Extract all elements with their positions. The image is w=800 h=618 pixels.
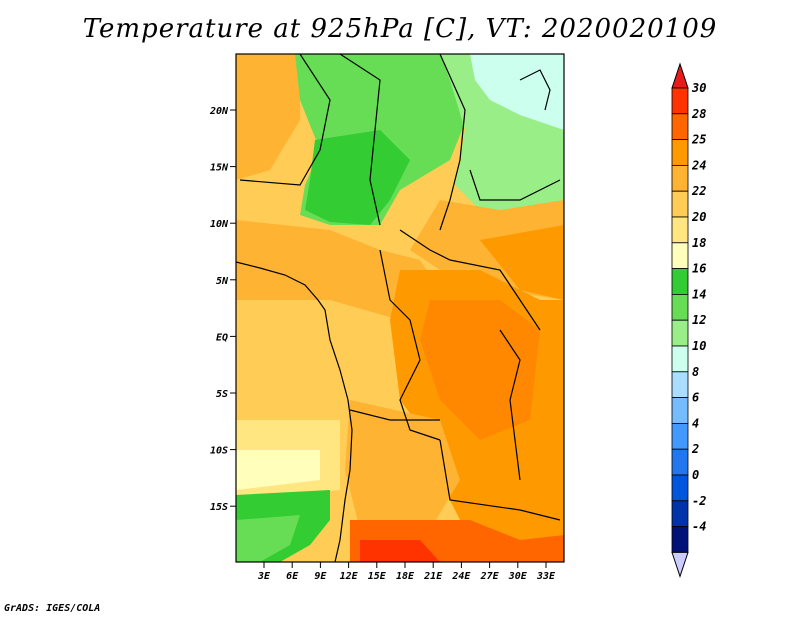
colorbar-label: 24	[691, 158, 706, 172]
colorbar-label: 18	[692, 236, 706, 250]
map-frame	[235, 53, 565, 563]
lon-tick-label: 33E	[536, 571, 556, 582]
lat-tick-label: 20N	[209, 106, 229, 117]
colorbar-segment	[671, 87, 689, 115]
lat-tick-label: 10N	[210, 219, 229, 230]
colorbar-label: 2	[691, 442, 699, 456]
colorbar-label: 12	[692, 313, 706, 327]
latitude-axis: 20N 15N 10N 5N EQ 5S 10S 15S	[209, 106, 236, 513]
colorbar-label: 28	[691, 107, 706, 121]
colorbar-segment	[671, 319, 689, 347]
colorbar-label: 14	[692, 287, 706, 301]
colorbar-segment	[671, 371, 689, 398]
colorbar-segment	[671, 293, 689, 321]
colorbar-segment	[671, 242, 689, 270]
colorbar-label: 6	[692, 391, 699, 405]
lat-tick-label: 5S	[216, 389, 228, 400]
lat-tick-label: 5N	[216, 276, 229, 287]
map-title: Temperature at 925hPa [C], VT: 202002010…	[82, 14, 718, 44]
temperature-field	[236, 54, 564, 562]
lat-tick-label: EQ	[216, 332, 228, 343]
colorbar-top-arrow	[671, 62, 689, 89]
colorbar-segment	[671, 397, 689, 424]
colorbar-label: 10	[692, 339, 706, 353]
lon-tick-label: 18E	[396, 571, 415, 582]
lat-tick-label: 10S	[210, 446, 228, 457]
lon-tick-label: 21E	[423, 571, 443, 582]
colorbar-label: 16	[692, 262, 706, 276]
colorbar-bottom-arrow	[671, 551, 689, 578]
colorbar-label: -2	[692, 494, 706, 508]
lon-tick-label: 15E	[368, 571, 387, 582]
colorbar-label: 30	[691, 81, 706, 95]
colorbar-segment	[671, 422, 689, 450]
colorbar-label: 0	[692, 468, 699, 482]
lon-tick-label: 27E	[480, 571, 500, 582]
colorbar-segment	[671, 474, 689, 502]
colorbar-segment	[671, 164, 689, 192]
colorbar-segment	[671, 500, 689, 527]
colorbar-segment	[671, 268, 689, 295]
colorbar-label: 8	[692, 365, 699, 379]
colorbar-segment	[671, 345, 689, 373]
colorbar-label: 20	[691, 210, 706, 224]
colorbar-label: -4	[692, 520, 706, 534]
lon-tick-label: 24E	[451, 571, 471, 582]
credit-text: GrADS: IGES/COLA	[4, 603, 101, 614]
colorbar-segment	[671, 448, 689, 476]
colorbar-segment	[671, 139, 689, 166]
lon-tick-label: 12E	[340, 571, 359, 582]
colorbar-segment	[671, 216, 689, 244]
lon-tick-label: 6E	[286, 571, 299, 582]
colorbar-segment	[671, 113, 689, 141]
colorbar-label: 22	[691, 184, 706, 198]
colorbar-label: 25	[691, 133, 706, 147]
lat-tick-label: 15N	[210, 163, 229, 174]
colorbar-segment	[671, 190, 689, 218]
lon-tick-label: 30E	[508, 571, 528, 582]
colorbar-segment	[671, 526, 689, 553]
lon-tick-label: 9E	[314, 571, 327, 582]
longitude-axis: 3E 6E 9E 12E 15E 18E 21E 24E 27E 30E 33E	[257, 562, 556, 582]
lon-tick-label: 3E	[257, 571, 271, 582]
lat-tick-label: 15S	[210, 502, 228, 513]
colorbar-label: 4	[692, 416, 699, 430]
